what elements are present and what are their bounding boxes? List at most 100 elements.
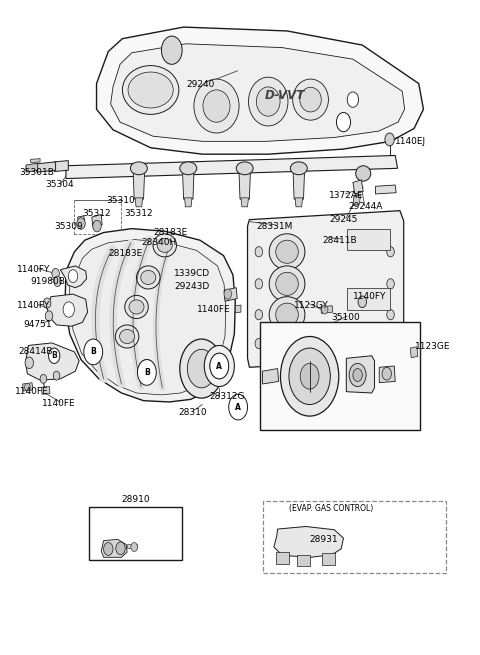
Ellipse shape xyxy=(276,332,299,355)
Circle shape xyxy=(336,113,350,132)
Ellipse shape xyxy=(249,77,288,126)
Text: 35310: 35310 xyxy=(106,196,135,205)
Circle shape xyxy=(358,296,367,308)
Polygon shape xyxy=(41,386,50,394)
Ellipse shape xyxy=(125,295,148,318)
Bar xyxy=(260,322,420,430)
Ellipse shape xyxy=(131,162,147,175)
Ellipse shape xyxy=(269,326,305,362)
Circle shape xyxy=(255,339,263,348)
Text: 1140FY: 1140FY xyxy=(16,265,50,274)
Circle shape xyxy=(116,542,125,555)
Text: 29245: 29245 xyxy=(329,215,358,224)
Ellipse shape xyxy=(269,297,305,333)
Polygon shape xyxy=(375,185,396,194)
Circle shape xyxy=(52,269,60,279)
Text: 1339CD: 1339CD xyxy=(174,269,210,278)
Text: 29240: 29240 xyxy=(186,81,214,89)
Text: 35304: 35304 xyxy=(45,181,73,189)
Ellipse shape xyxy=(157,238,172,252)
Circle shape xyxy=(385,133,394,146)
Polygon shape xyxy=(47,294,87,326)
Polygon shape xyxy=(184,198,192,207)
Circle shape xyxy=(45,311,53,321)
Polygon shape xyxy=(96,27,423,154)
Circle shape xyxy=(48,348,60,364)
Text: 29243D: 29243D xyxy=(174,282,209,291)
Circle shape xyxy=(25,357,34,369)
Ellipse shape xyxy=(276,303,299,326)
Text: 28183E: 28183E xyxy=(153,228,187,237)
Circle shape xyxy=(228,394,248,420)
Text: 1140FY: 1140FY xyxy=(16,301,50,310)
Ellipse shape xyxy=(276,240,299,263)
Text: 28331M: 28331M xyxy=(256,221,293,231)
Circle shape xyxy=(161,36,182,64)
Circle shape xyxy=(210,353,228,379)
Ellipse shape xyxy=(290,162,307,175)
Polygon shape xyxy=(78,215,85,223)
Circle shape xyxy=(387,279,394,289)
Polygon shape xyxy=(60,266,87,288)
Text: 1123GE: 1123GE xyxy=(415,343,451,351)
Circle shape xyxy=(204,345,234,386)
Text: 35100: 35100 xyxy=(332,312,360,322)
Polygon shape xyxy=(54,160,68,172)
Text: B: B xyxy=(144,368,150,377)
Polygon shape xyxy=(241,198,249,207)
Ellipse shape xyxy=(293,79,328,120)
Polygon shape xyxy=(293,174,304,199)
Polygon shape xyxy=(379,366,395,383)
Circle shape xyxy=(387,310,394,320)
Circle shape xyxy=(210,353,228,379)
Polygon shape xyxy=(23,383,33,391)
Bar xyxy=(347,325,390,346)
Polygon shape xyxy=(274,527,344,557)
Circle shape xyxy=(43,298,51,309)
Polygon shape xyxy=(110,44,405,141)
Ellipse shape xyxy=(301,87,320,105)
Ellipse shape xyxy=(276,272,299,295)
Circle shape xyxy=(84,339,103,365)
Ellipse shape xyxy=(180,162,197,175)
Circle shape xyxy=(280,337,339,416)
Text: 28310: 28310 xyxy=(178,407,206,417)
Circle shape xyxy=(387,339,394,348)
Circle shape xyxy=(382,367,392,380)
Polygon shape xyxy=(322,553,335,565)
Text: 35309: 35309 xyxy=(54,221,83,231)
Circle shape xyxy=(300,364,319,389)
Circle shape xyxy=(289,348,330,405)
Text: (EVAP. GAS CONTROL): (EVAP. GAS CONTROL) xyxy=(289,504,373,513)
Text: 28183E: 28183E xyxy=(108,248,143,257)
Text: 35312: 35312 xyxy=(83,209,111,217)
Ellipse shape xyxy=(269,234,305,270)
Circle shape xyxy=(63,302,74,317)
Polygon shape xyxy=(276,552,289,564)
Circle shape xyxy=(53,371,60,380)
Circle shape xyxy=(24,383,30,391)
Circle shape xyxy=(131,542,137,552)
Text: A: A xyxy=(235,403,241,411)
Polygon shape xyxy=(410,346,418,358)
Ellipse shape xyxy=(269,266,305,302)
Bar xyxy=(347,288,390,310)
Ellipse shape xyxy=(128,72,173,108)
Ellipse shape xyxy=(141,271,156,284)
Ellipse shape xyxy=(256,87,280,116)
Text: 35312: 35312 xyxy=(125,209,154,217)
Ellipse shape xyxy=(122,66,179,115)
Circle shape xyxy=(40,375,47,383)
Polygon shape xyxy=(353,180,363,194)
Text: 1140FE: 1140FE xyxy=(42,399,76,408)
Bar xyxy=(263,501,446,572)
Circle shape xyxy=(353,369,362,381)
Polygon shape xyxy=(224,288,237,301)
Text: 28411B: 28411B xyxy=(323,236,357,245)
Polygon shape xyxy=(239,174,251,199)
Polygon shape xyxy=(321,306,333,313)
Bar xyxy=(74,200,121,234)
Ellipse shape xyxy=(236,162,253,175)
Text: 29244A: 29244A xyxy=(348,202,383,212)
Bar xyxy=(88,507,181,560)
